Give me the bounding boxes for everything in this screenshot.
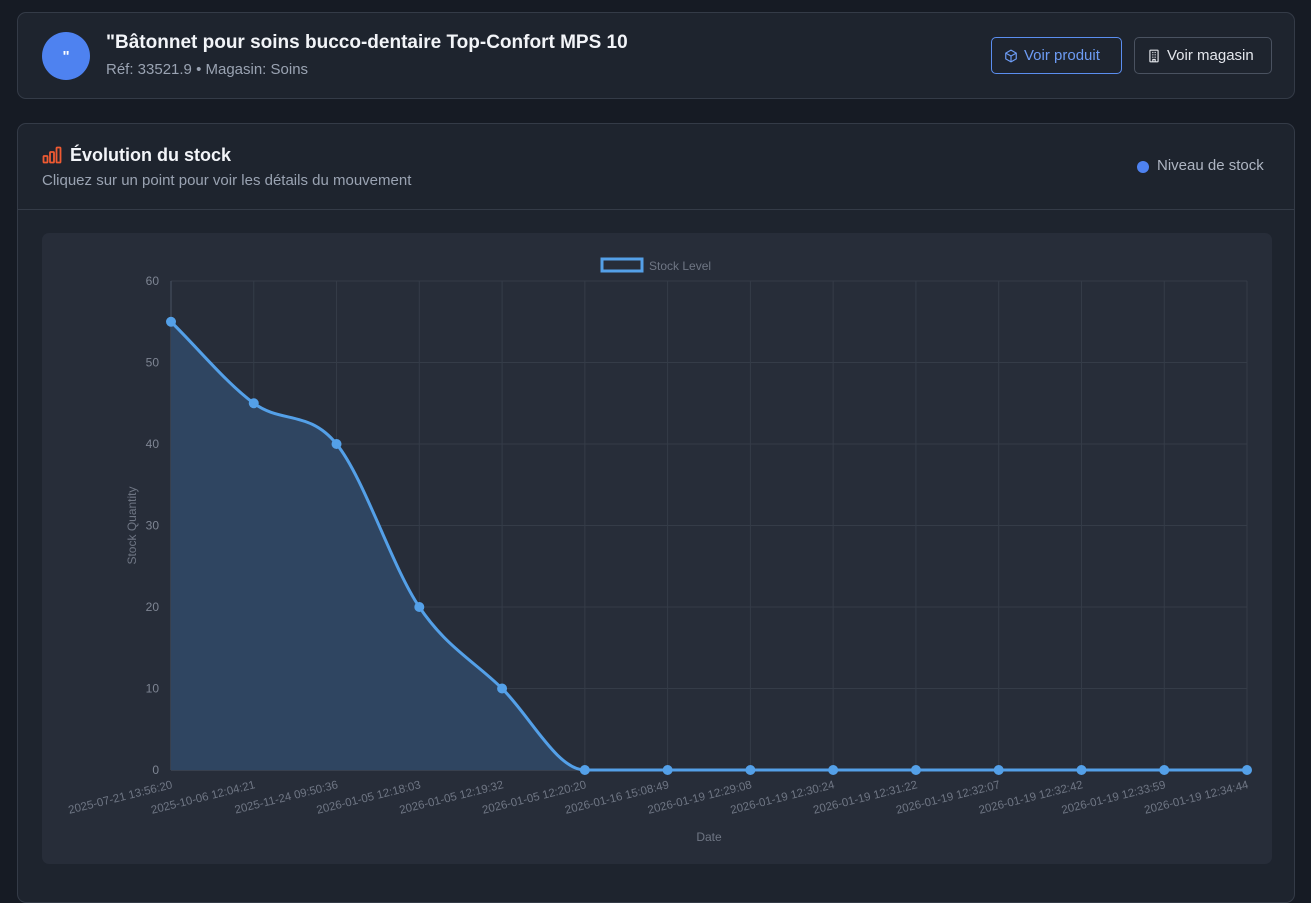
- cube-icon: [1004, 49, 1018, 63]
- data-point[interactable]: [497, 683, 508, 694]
- x-axis-title: Date: [696, 830, 722, 844]
- data-point[interactable]: [662, 765, 673, 775]
- product-title: "Bâtonnet pour soins bucco-dentaire Top-…: [106, 32, 628, 53]
- view-store-label: Voir magasin: [1167, 47, 1254, 64]
- series-area-stock-level: [171, 321, 1247, 770]
- data-point[interactable]: [1076, 765, 1087, 775]
- data-point[interactable]: [414, 602, 425, 612]
- data-point[interactable]: [248, 398, 259, 409]
- y-tick-label: 10: [146, 682, 160, 696]
- view-store-button[interactable]: Voir magasin: [1134, 37, 1272, 74]
- section-title: Évolution du stock: [70, 145, 232, 165]
- product-header-card: " "Bâtonnet pour soins bucco-dentaire To…: [17, 12, 1295, 99]
- y-tick-label: 30: [146, 519, 160, 533]
- data-point[interactable]: [1159, 765, 1170, 775]
- building-icon: [1147, 49, 1161, 63]
- chart-card-header: Évolution du stock Cliquez sur un point …: [18, 124, 1294, 210]
- chart-legend-label: Stock Level: [649, 259, 711, 273]
- chart-legend-swatch: [600, 257, 644, 273]
- data-point[interactable]: [331, 439, 342, 449]
- data-point[interactable]: [1242, 765, 1252, 775]
- section-subtitle: Cliquez sur un point pour voir les détai…: [42, 172, 412, 189]
- data-point[interactable]: [993, 765, 1004, 775]
- bar-chart-icon: [42, 146, 62, 169]
- product-avatar: ": [42, 32, 90, 80]
- stock-chart-card: Évolution du stock Cliquez sur un point …: [17, 123, 1295, 903]
- y-tick-label: 40: [146, 437, 160, 451]
- data-point[interactable]: [910, 765, 921, 775]
- data-point[interactable]: [166, 316, 176, 327]
- view-product-label: Voir produit: [1024, 47, 1100, 64]
- y-tick-label: 60: [146, 274, 160, 288]
- product-meta: Réf: 33521.9 • Magasin: Soins: [106, 61, 309, 78]
- legend-dot: [1137, 161, 1149, 173]
- y-tick-label: 0: [152, 763, 159, 777]
- view-product-button[interactable]: Voir produit: [991, 37, 1122, 74]
- y-tick-label: 20: [146, 600, 160, 614]
- legend-label: Niveau de stock: [1157, 157, 1264, 174]
- plot-panel: 0 10 20 30 40 50 60 2025-07-21 13:56:20 2025-10-…: [42, 233, 1272, 864]
- data-point[interactable]: [579, 765, 590, 775]
- data-point[interactable]: [745, 765, 756, 775]
- y-tick-label: 50: [146, 356, 160, 370]
- data-point[interactable]: [828, 765, 839, 775]
- y-axis-title: Stock Quantity: [125, 486, 139, 564]
